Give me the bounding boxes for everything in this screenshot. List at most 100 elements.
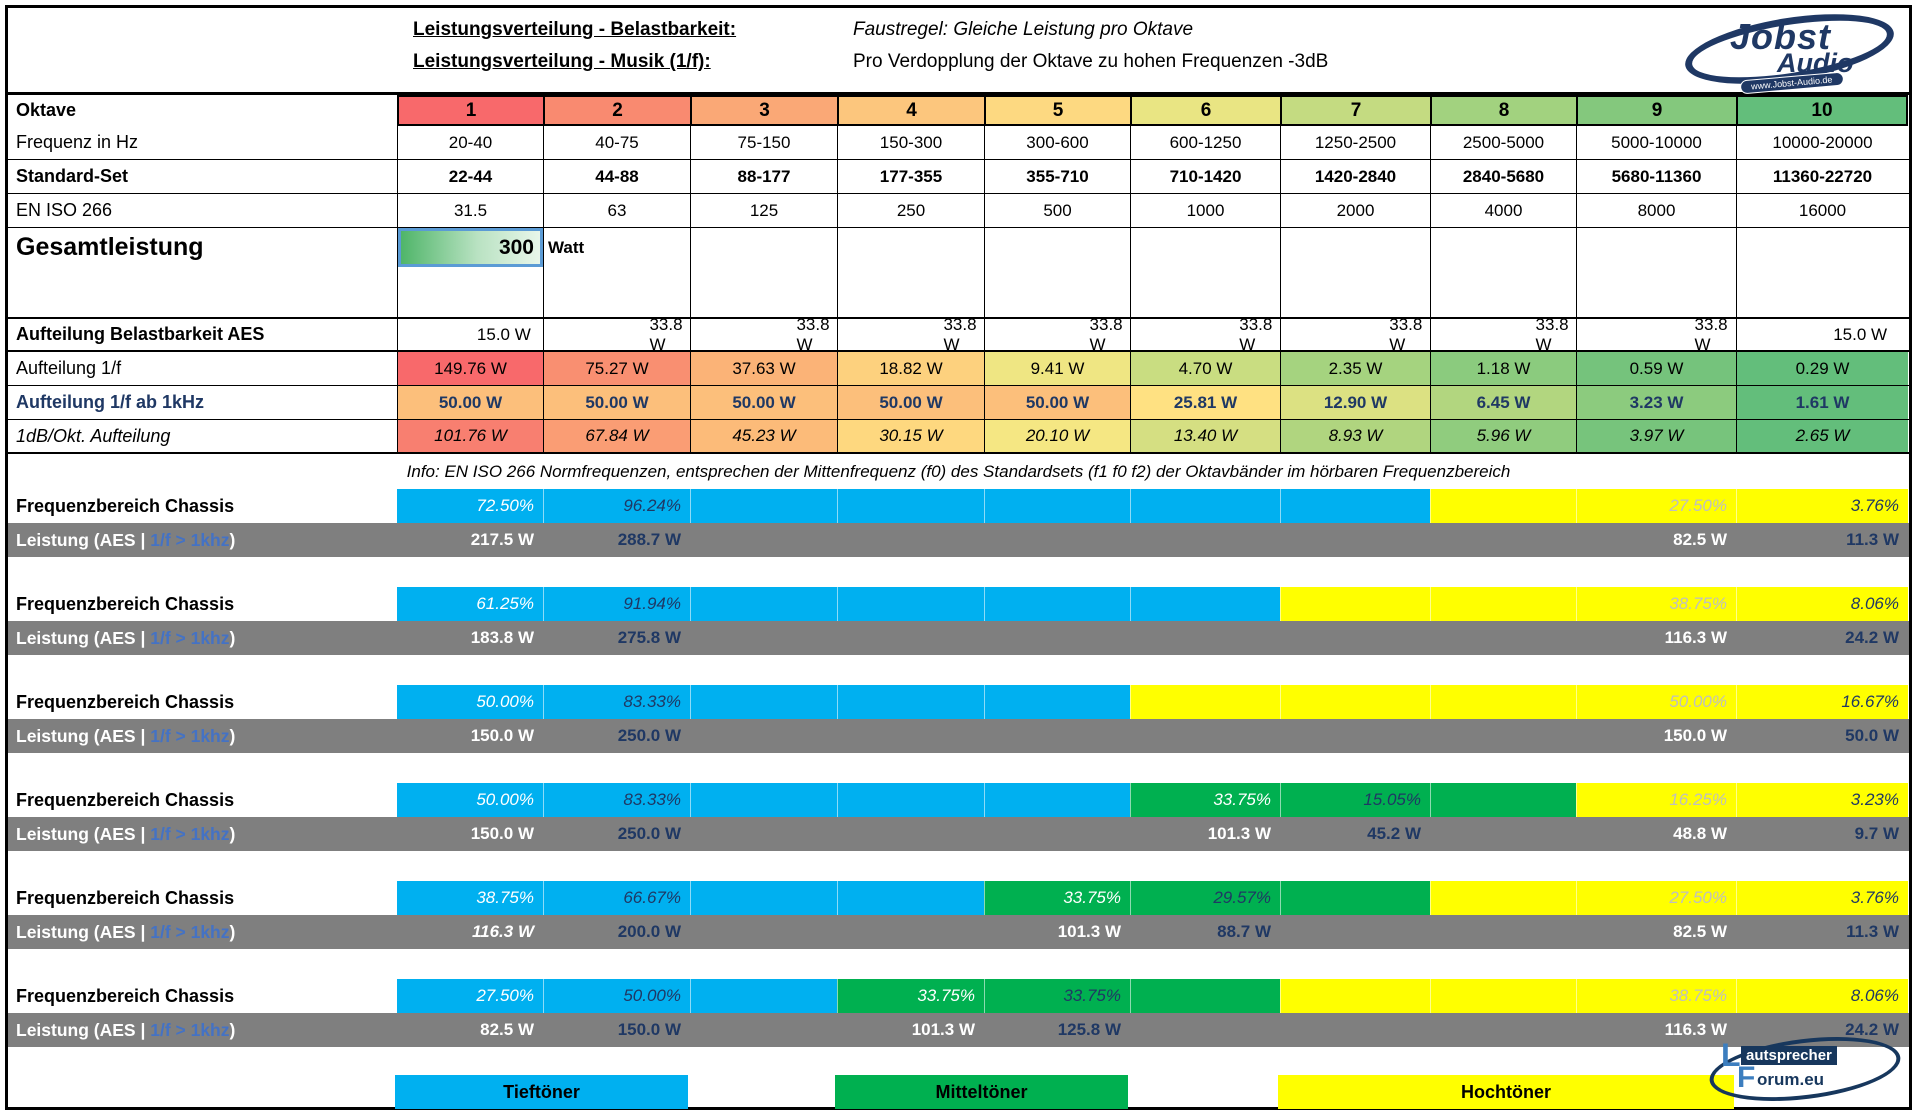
aufteilung-1f-cell: 2.35 W <box>1280 352 1430 385</box>
cell-value: 63 <box>607 200 627 220</box>
power-row-label: Leistung (AES | 1/f > 1khz) <box>8 817 397 851</box>
power-cell: 88.7 W <box>1130 915 1280 949</box>
chassis-range-cell <box>690 979 837 1013</box>
legend-tieftoener: Tieftöner <box>395 1075 688 1109</box>
cell-value: 288.7 W <box>617 530 681 549</box>
cell-value: 38.75% <box>1669 986 1727 1005</box>
cell-value: 8 <box>1498 99 1510 121</box>
power-cell <box>690 1013 837 1047</box>
standard-set-cell: 710-1420 <box>1130 160 1280 193</box>
power-cell <box>1430 719 1576 753</box>
gesamtleistung-input[interactable]: 300 <box>398 228 543 267</box>
aufteilung-ab1khz-cell: 50.00 W <box>837 386 984 419</box>
cell-value: 11.3 W <box>1846 530 1899 549</box>
row-label-aufteilung-1f-ab-1khz: Aufteilung 1/f ab 1kHz <box>16 392 205 412</box>
power-cell: 250.0 W <box>543 719 690 753</box>
power-cell: 24.2 W <box>1736 1013 1908 1047</box>
power-row: Leistung (AES | 1/f > 1khz) 150.0 W 250.0 … <box>8 817 1909 851</box>
info-note: Info: EN ISO 266 Normfrequenzen, entspre… <box>406 461 1511 481</box>
cell-value: 27.50% <box>1669 496 1727 515</box>
power-cell: 200.0 W <box>543 915 690 949</box>
aufteilung-ab1khz-cells: 50.00 W 50.00 W 50.00 W 50.00 W 50.00 W 25.81… <box>397 386 1909 419</box>
cell-value: 27.50% <box>476 986 534 1005</box>
power-cell: 288.7 W <box>543 523 690 557</box>
cell-value: 4000 <box>1484 200 1523 220</box>
chassis-range-cells: 61.25% 91.94% 38.75% 8.06% <box>397 587 1909 621</box>
chassis-range-cell <box>1430 489 1576 523</box>
power-cell: 45.2 W <box>1280 817 1430 851</box>
chassis-range-cell <box>837 685 984 719</box>
octave-header-cell: 5 <box>984 95 1130 126</box>
aes-watt-cell: 33.8 W <box>543 319 690 350</box>
cell-value: 2840-5680 <box>1462 166 1545 186</box>
power-cell <box>690 523 837 557</box>
aes-watt-cell: 33.8 W <box>837 319 984 350</box>
chassis-range-cell <box>837 489 984 523</box>
1db-okt-cell: 67.84 W <box>543 420 690 452</box>
en-iso-cell: 8000 <box>1576 194 1736 227</box>
chassis-range-cell: 38.75% <box>1576 979 1736 1013</box>
power-cell: 125.8 W <box>984 1013 1130 1047</box>
power-cell: 250.0 W <box>543 817 690 851</box>
power-cells: 116.3 W 200.0 W 101.3 W 88.7 W 82.5 W 11.3 W <box>397 915 1909 949</box>
power-cell: 150.0 W <box>397 817 543 851</box>
cell-value: 4.70 W <box>1178 358 1233 378</box>
aufteilung-ab1khz-cell: 50.00 W <box>397 386 543 419</box>
chassis-range-cells: 38.75% 66.67% 33.75% 29.57% 27.50% 3.76% <box>397 881 1909 915</box>
lautsprecherforum-logo: L autsprecher F orum.eu <box>1706 1027 1904 1111</box>
frequenz-cell: 300-600 <box>984 126 1130 159</box>
aufteilung-1f-cell: 75.27 W <box>543 352 690 385</box>
chassis-range-cells: 27.50% 50.00% 33.75% 33.75% 38.75% 8.06% <box>397 979 1909 1013</box>
aufteilung-ab1khz-cell: 1.61 W <box>1736 386 1908 419</box>
cell-value: 1250-2500 <box>1314 132 1397 152</box>
cell-value: 45.23 W <box>732 426 796 445</box>
cell-value: 83.33% <box>623 790 681 809</box>
cell-value: 6.45 W <box>1476 392 1531 412</box>
power-cell <box>1430 621 1576 655</box>
aes-watt-cell: 33.8 W <box>1280 319 1430 350</box>
aufteilung-1f-cell: 4.70 W <box>1130 352 1280 385</box>
1db-okt-cell: 13.40 W <box>1130 420 1280 452</box>
cell-value: 22-44 <box>448 166 493 186</box>
cell-value: 3 <box>759 99 770 121</box>
cell-value: 101.76 W <box>434 426 507 445</box>
cell-value: 61.25% <box>476 594 534 613</box>
power-cell: 82.5 W <box>397 1013 543 1047</box>
cell-value: 183.8 W <box>470 628 534 647</box>
title-musik: Leistungsverteilung - Musik (1/f): <box>413 51 711 72</box>
chassis-range-cell: 50.00% <box>397 685 543 719</box>
section-gap <box>8 753 1909 783</box>
power-cell <box>984 817 1130 851</box>
cell-value: 3.23% <box>1850 790 1899 809</box>
frequenz-cell: 600-1250 <box>1130 126 1280 159</box>
cell-value: 7 <box>1350 99 1362 121</box>
cell-value: 500 <box>1043 200 1072 220</box>
power-cell <box>1430 915 1576 949</box>
chassis-range-cell: 33.75% <box>1130 783 1280 817</box>
cell-value: 82.5 W <box>1673 922 1727 941</box>
row-label-standard-set: Standard-Set <box>16 166 129 186</box>
power-cell: 50.0 W <box>1736 719 1908 753</box>
aes-watt-cell: 33.8 W <box>1576 319 1736 350</box>
cell-value: 48.8 W <box>1673 824 1727 843</box>
chassis-range-row: Frequenzbereich Chassis 27.50% 50.00% 33.75… <box>8 979 1909 1013</box>
gesamtleistung-cells: 300 Watt <box>397 228 1909 267</box>
cell-value: 38.75% <box>1669 594 1727 613</box>
cell-value: 50.00% <box>623 986 681 1005</box>
cell-value: 3.76% <box>1850 888 1899 907</box>
chassis-range-cell: 16.67% <box>1736 685 1908 719</box>
power-cells: 217.5 W 288.7 W 82.5 W 11.3 W <box>397 523 1909 557</box>
aufteilung-1f-cell: 37.63 W <box>690 352 837 385</box>
cell-value: 50.00 W <box>585 392 649 412</box>
power-row-label: Leistung (AES | 1/f > 1khz) <box>8 719 397 753</box>
power-label-part3: ) <box>229 921 236 942</box>
power-row-label: Leistung (AES | 1/f > 1khz) <box>8 1013 397 1047</box>
cell-value: 45.2 W <box>1367 824 1421 843</box>
power-cells: 150.0 W 250.0 W 150.0 W 50.0 W <box>397 719 1909 753</box>
aufteilung-ab1khz-cell: 50.00 W <box>543 386 690 419</box>
legend-mitteltoener: Mitteltöner <box>835 1075 1128 1109</box>
power-cell <box>837 621 984 655</box>
1db-okt-cell: 101.76 W <box>397 420 543 452</box>
chassis-row-label: Frequenzbereich Chassis <box>16 691 235 712</box>
power-row: Leistung (AES | 1/f > 1khz) 217.5 W 288.7 … <box>8 523 1909 557</box>
